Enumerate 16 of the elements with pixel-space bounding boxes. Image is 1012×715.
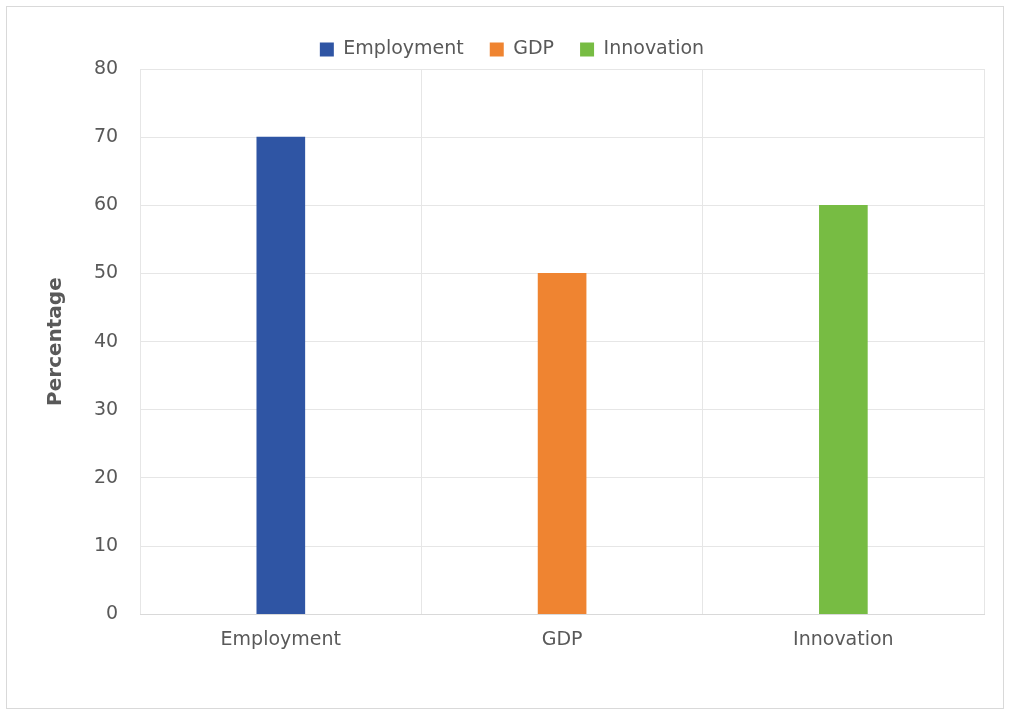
y-tick-label: 70 [93,124,119,147]
legend-label: GDP [513,36,555,59]
y-tick-label: 50 [93,260,119,283]
y-tick-label: 60 [93,192,119,215]
legend-label: Innovation [603,36,705,59]
x-tick-label: Innovation [793,626,894,649]
y-tick-label: 40 [93,328,119,351]
x-tick-label: Employment [220,626,342,649]
y-axis-title: Percentage [42,277,67,406]
y-tick-label: 80 [93,55,119,78]
x-tick-label: GDP [541,626,583,649]
y-tick-label: 20 [93,464,119,487]
y-tick-label: 10 [93,532,119,555]
legend-label: Employment [343,36,464,59]
y-tick-label: 0 [106,601,119,624]
y-tick-label: 30 [93,396,119,419]
